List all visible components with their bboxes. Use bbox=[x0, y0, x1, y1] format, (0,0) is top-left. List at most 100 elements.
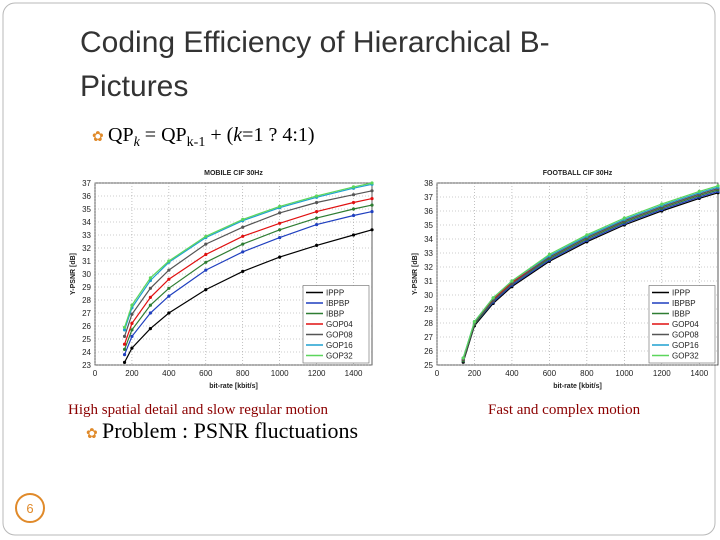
y-tick-label: 30 bbox=[424, 291, 433, 300]
y-tick-label: 37 bbox=[424, 193, 433, 202]
formula-part: = QP bbox=[140, 124, 187, 146]
data-point bbox=[315, 200, 319, 205]
data-point bbox=[660, 202, 664, 206]
y-tick-label: 32 bbox=[82, 244, 91, 253]
x-tick-label: 0 bbox=[435, 369, 440, 378]
data-point bbox=[204, 252, 208, 257]
y-tick-label: 30 bbox=[82, 270, 91, 279]
data-point bbox=[204, 260, 208, 264]
data-point bbox=[241, 242, 245, 246]
slide-title-line: Coding Efficiency of Hierarchical B- bbox=[80, 26, 550, 59]
x-tick-label: 1000 bbox=[271, 369, 289, 378]
y-tick-label: 25 bbox=[82, 335, 91, 344]
legend-label: GOP04 bbox=[672, 320, 699, 329]
legend-label: GOP32 bbox=[326, 352, 353, 361]
y-tick-label: 36 bbox=[82, 192, 91, 201]
data-point bbox=[351, 185, 356, 189]
legend-label: GOP16 bbox=[326, 341, 353, 350]
y-tick-label: 35 bbox=[82, 205, 91, 214]
data-point bbox=[122, 353, 127, 357]
data-point bbox=[167, 277, 171, 281]
bullet-text: Problem : PSNR fluctuations bbox=[102, 418, 358, 443]
data-point bbox=[204, 268, 208, 272]
y-tick-label: 32 bbox=[424, 263, 433, 272]
series-line bbox=[123, 198, 373, 345]
y-tick-label: 24 bbox=[82, 348, 91, 357]
data-point bbox=[122, 360, 127, 364]
bullet-icon: ✿ bbox=[86, 425, 98, 441]
y-tick-label: 29 bbox=[424, 305, 433, 314]
data-point bbox=[122, 342, 127, 346]
x-tick-label: 1400 bbox=[345, 369, 363, 378]
data-point bbox=[278, 255, 282, 259]
data-point bbox=[315, 243, 319, 247]
y-tick-label: 36 bbox=[424, 207, 433, 216]
data-point bbox=[278, 221, 282, 225]
data-point bbox=[491, 299, 495, 303]
x-tick-label: 1200 bbox=[308, 369, 326, 378]
y-tick-label: 29 bbox=[82, 283, 91, 292]
formula-subscript: k-1 bbox=[187, 135, 206, 150]
legend-label: GOP08 bbox=[672, 331, 699, 340]
chart-caption: Fast and complex motion bbox=[488, 402, 641, 418]
y-tick-label: 23 bbox=[82, 361, 91, 370]
legend-label: IBPBP bbox=[672, 299, 696, 308]
data-point bbox=[130, 321, 134, 325]
data-point bbox=[315, 216, 319, 220]
data-point bbox=[510, 282, 514, 286]
legend-label: GOP08 bbox=[326, 331, 353, 340]
data-point bbox=[351, 200, 356, 205]
legend-label: IPPP bbox=[326, 289, 344, 298]
legend-label: IPPP bbox=[672, 289, 690, 298]
data-point bbox=[278, 228, 282, 232]
data-point bbox=[716, 184, 720, 188]
data-point bbox=[204, 288, 208, 292]
data-point bbox=[315, 210, 319, 214]
data-point bbox=[148, 327, 152, 331]
series-line bbox=[123, 211, 373, 355]
data-point bbox=[148, 286, 152, 290]
series-line bbox=[123, 182, 373, 328]
data-point bbox=[278, 211, 282, 215]
data-point bbox=[491, 296, 495, 300]
series-line bbox=[124, 229, 373, 363]
y-axis-label: Y-PSNR [dB] bbox=[412, 253, 419, 295]
data-point bbox=[547, 252, 552, 256]
x-axis-label: bit-rate [kbit/s] bbox=[209, 383, 258, 390]
data-point bbox=[585, 233, 589, 237]
legend-label: GOP16 bbox=[672, 341, 699, 350]
x-tick-label: 400 bbox=[505, 369, 519, 378]
data-point bbox=[148, 295, 152, 299]
chart-title: FOOTBALL CIF 30Hz bbox=[543, 170, 613, 177]
y-tick-label: 33 bbox=[82, 231, 91, 240]
formula-part: k bbox=[233, 124, 243, 146]
y-tick-label: 34 bbox=[424, 235, 433, 244]
x-tick-label: 800 bbox=[580, 369, 594, 378]
x-tick-label: 600 bbox=[199, 369, 213, 378]
page-number: 6 bbox=[26, 501, 33, 516]
x-tick-label: 400 bbox=[162, 369, 176, 378]
formula-part: QP bbox=[108, 124, 134, 146]
data-point bbox=[122, 325, 127, 329]
data-point bbox=[122, 334, 127, 338]
page-number-badge bbox=[15, 493, 45, 523]
legend-label: GOP04 bbox=[326, 320, 353, 329]
data-point bbox=[461, 356, 465, 360]
data-point bbox=[204, 234, 208, 238]
legend-label: GOP32 bbox=[672, 352, 699, 361]
data-point bbox=[622, 216, 626, 220]
slide-title-line: Pictures bbox=[80, 70, 188, 103]
data-point bbox=[130, 328, 134, 332]
formula-subscript: k bbox=[134, 135, 141, 150]
formula-part: + ( bbox=[205, 124, 233, 146]
y-tick-label: 37 bbox=[82, 179, 91, 188]
y-tick-label: 33 bbox=[424, 249, 433, 258]
series-line bbox=[462, 188, 719, 360]
chart-title: MOBILE CIF 30Hz bbox=[204, 170, 263, 177]
chart-caption: High spatial detail and slow regular mot… bbox=[68, 402, 328, 418]
series-line bbox=[462, 185, 719, 359]
series-line bbox=[462, 192, 719, 363]
data-point bbox=[315, 194, 319, 198]
data-point bbox=[278, 236, 282, 240]
data-point bbox=[278, 204, 282, 208]
